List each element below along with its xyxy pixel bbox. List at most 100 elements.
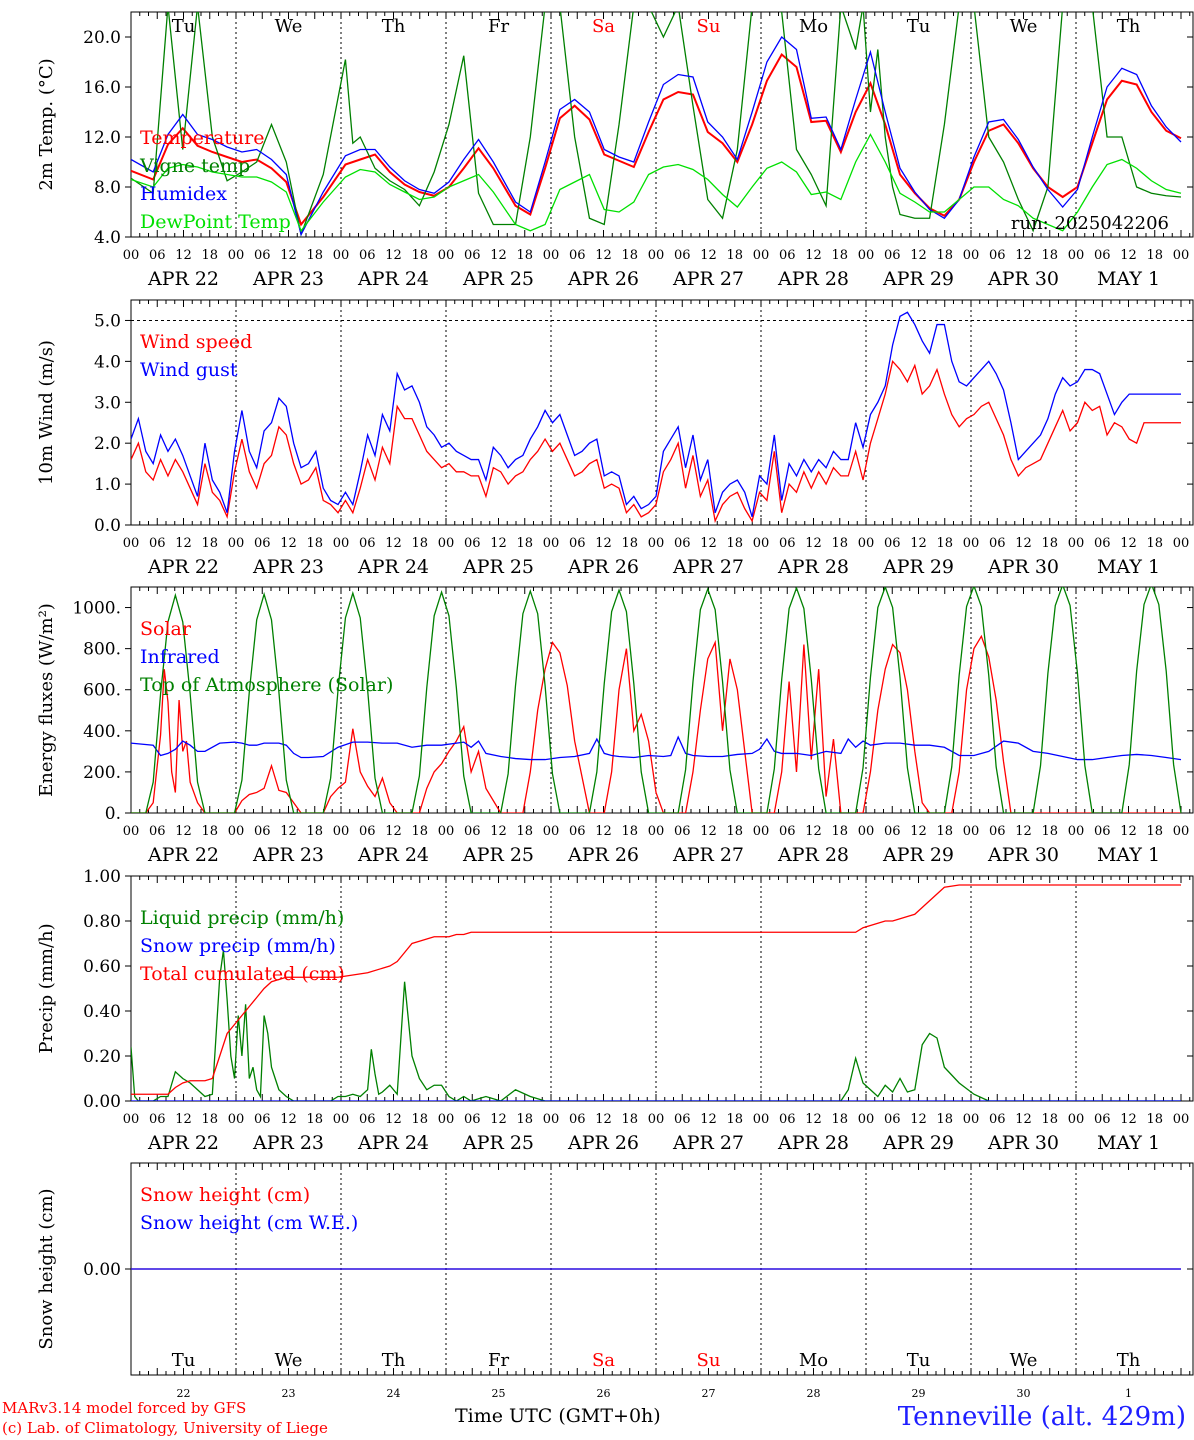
hour-tick-label: 06 [674, 248, 691, 263]
y-axis-label: Snow height (cm) [36, 1188, 57, 1349]
legend-entry: Wind gust [140, 359, 238, 381]
hour-tick-label: 12 [385, 824, 402, 839]
weekday-label: Tu [172, 16, 196, 37]
date-label: APR 28 [777, 556, 849, 578]
date-label: APR 28 [777, 268, 849, 290]
day-number: 25 [492, 1387, 506, 1400]
hour-tick-label: 00 [333, 248, 350, 263]
hour-tick-label: 12 [595, 1112, 612, 1127]
hour-tick-label: 00 [1068, 1112, 1085, 1127]
hour-tick-label: 00 [648, 1112, 665, 1127]
hour-tick-label: 12 [175, 536, 192, 551]
series-line-temperature [131, 52, 1182, 227]
hour-tick-label: 12 [1015, 824, 1032, 839]
day-number: 1 [1125, 1387, 1132, 1400]
hour-tick-label: 06 [254, 824, 271, 839]
y-tick-label: 2.0 [94, 434, 121, 454]
credit-lab: (c) Lab. of Climatology, University of L… [2, 1419, 328, 1437]
series-line-solar [131, 634, 1181, 813]
hour-tick-label: 00 [123, 1112, 140, 1127]
hour-tick-label: 00 [858, 1112, 875, 1127]
hour-tick-label: 18 [1041, 1112, 1058, 1127]
hour-tick-label: 18 [936, 824, 953, 839]
date-label: APR 22 [147, 844, 219, 866]
hour-tick-label: 00 [753, 248, 770, 263]
hour-tick-label: 06 [359, 1112, 376, 1127]
hour-tick-label: 18 [726, 248, 743, 263]
weekday-label: We [1010, 1350, 1038, 1371]
plot-area [131, 311, 1181, 524]
hour-tick-label: 12 [490, 536, 507, 551]
y-axis-label: Precip (mm/h) [36, 923, 57, 1053]
hour-tick-label: 18 [831, 1112, 848, 1127]
legend-entry: Snow height (cm) [140, 1184, 310, 1206]
hour-tick-label: 18 [411, 824, 428, 839]
hour-tick-label: 18 [411, 536, 428, 551]
panel-temperature: 4.0 8.0 12.0 16.0 20.0 2m Temp. (°C) Temperatu… [36, 11, 1194, 290]
hour-tick-label: 06 [359, 824, 376, 839]
weekday-label: Th [1117, 16, 1141, 37]
y-tick-label: 0.0 [94, 516, 121, 536]
hour-tick-label: 12 [700, 824, 717, 839]
hour-tick-label: 06 [674, 1112, 691, 1127]
hour-tick-label: 12 [280, 1112, 297, 1127]
legend-entry: Snow height (cm W.E.) [140, 1212, 358, 1234]
hour-tick-label: 00 [1173, 824, 1190, 839]
hour-tick-label: 06 [884, 824, 901, 839]
hour-tick-label: 06 [779, 248, 796, 263]
hour-tick-label: 00 [543, 1112, 560, 1127]
series-line-wind-gust [131, 311, 1181, 518]
hour-tick-label: 12 [385, 1112, 402, 1127]
hour-tick-label: 00 [123, 536, 140, 551]
hour-tick-label: 06 [464, 536, 481, 551]
hour-tick-label: 12 [700, 536, 717, 551]
hour-tick-label: 12 [1015, 1112, 1032, 1127]
hour-tick-label: 00 [333, 536, 350, 551]
day-number: 29 [912, 1387, 926, 1400]
y-tick-label: 0.00 [83, 1260, 121, 1280]
hour-tick-label: 00 [858, 248, 875, 263]
date-label: APR 24 [357, 1132, 429, 1154]
hour-tick-label: 18 [201, 248, 218, 263]
hour-tick-label: 00 [228, 536, 245, 551]
hour-tick-label: 06 [989, 536, 1006, 551]
hour-tick-label: 18 [726, 536, 743, 551]
hour-tick-label: 00 [648, 248, 665, 263]
y-tick-label: 1.00 [83, 867, 121, 887]
panel-precip: 0.00 0.20 0.40 0.60 0.80 1.00 Precip (mm/h) Liq… [36, 867, 1194, 1154]
panel-wind: 0.0 1.0 2.0 3.0 4.0 5.0 10m Wind (m/s) Wind spe… [36, 299, 1194, 578]
hour-tick-label: 00 [1068, 248, 1085, 263]
hour-tick-label: 12 [280, 536, 297, 551]
day-number: 30 [1017, 1387, 1031, 1400]
hour-tick-label: 18 [936, 248, 953, 263]
y-tick-label: 200. [83, 763, 121, 783]
y-tick-label: 5.0 [94, 311, 121, 331]
weekday-label: We [275, 1350, 303, 1371]
hour-tick-label: 06 [569, 248, 586, 263]
hour-tick-label: 18 [936, 1112, 953, 1127]
hour-tick-label: 18 [621, 248, 638, 263]
date-label: APR 29 [882, 844, 954, 866]
hour-tick-label: 00 [753, 536, 770, 551]
hour-tick-label: 18 [726, 824, 743, 839]
y-tick-label: 16.0 [83, 78, 121, 98]
hour-tick-label: 00 [333, 1112, 350, 1127]
date-label: APR 24 [357, 556, 429, 578]
date-label: APR 22 [147, 1132, 219, 1154]
date-label: APR 27 [672, 1132, 744, 1154]
hour-tick-label: 18 [726, 1112, 743, 1127]
hour-tick-label: 12 [805, 824, 822, 839]
day-number: 23 [282, 1387, 296, 1400]
hour-tick-label: 06 [779, 824, 796, 839]
y-tick-label: 1000. [72, 599, 121, 619]
hour-tick-label: 12 [1120, 824, 1137, 839]
y-tick-label: 1.0 [94, 475, 121, 495]
weekday-label: Su [697, 16, 721, 37]
hour-tick-label: 00 [753, 824, 770, 839]
hour-tick-label: 12 [1120, 1112, 1137, 1127]
y-tick-label: 20.0 [83, 28, 121, 48]
weekday-label: Mo [799, 16, 828, 37]
hour-tick-label: 12 [175, 248, 192, 263]
hour-tick-label: 06 [464, 248, 481, 263]
